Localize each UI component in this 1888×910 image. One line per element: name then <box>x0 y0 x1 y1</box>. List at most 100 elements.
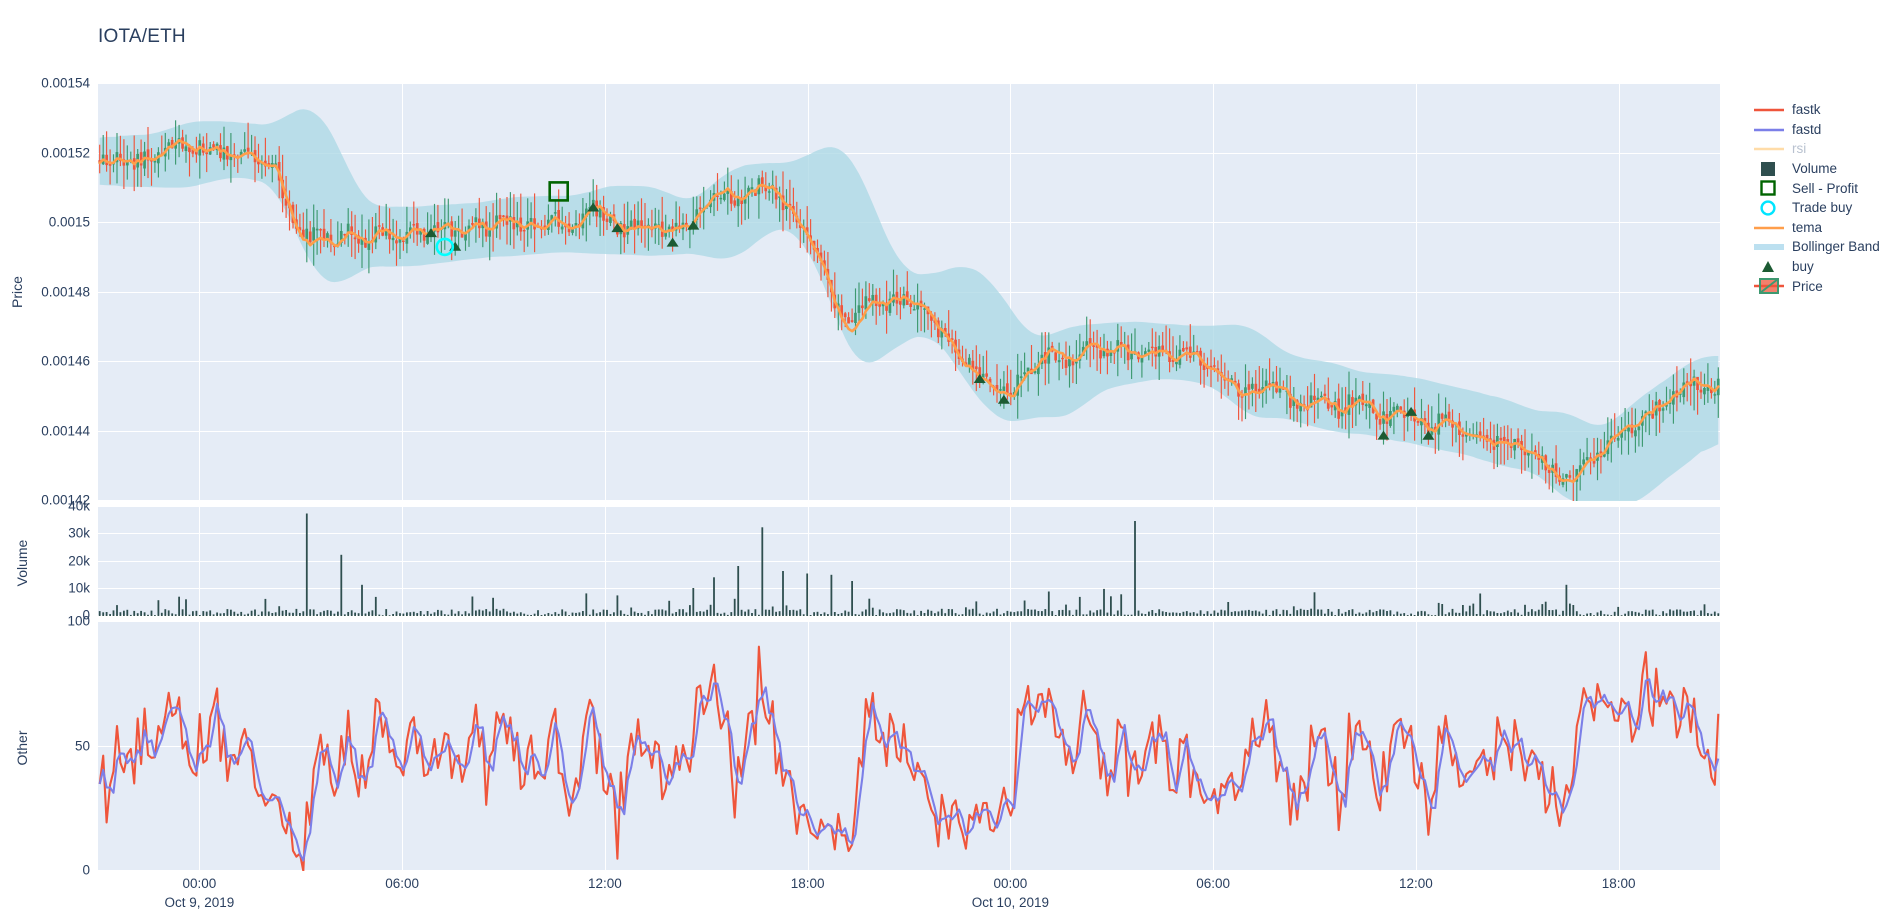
candle-body <box>1364 404 1368 407</box>
volume-bar <box>630 607 633 616</box>
buy-marker-series[interactable] <box>425 202 1435 440</box>
volume-bar <box>975 601 978 616</box>
other-y-axis: 100 50 0 <box>4 614 90 878</box>
volume-bar <box>171 613 174 616</box>
volume-bar <box>778 611 781 616</box>
volume-bar <box>1299 608 1302 616</box>
volume-bar <box>709 604 712 616</box>
buy-marker[interactable] <box>687 220 700 230</box>
price-y-tick: 0.00146 <box>41 353 90 369</box>
volume-bar <box>202 611 205 616</box>
volume-bar <box>1551 610 1554 616</box>
candle-body <box>488 230 492 237</box>
volume-bar <box>1324 613 1326 616</box>
volume-bar <box>1462 605 1464 616</box>
legend-item[interactable]: fastk <box>1752 100 1888 120</box>
volume-bar <box>1158 609 1161 616</box>
volume-bar <box>899 609 902 616</box>
legend-item[interactable]: Bollinger Band <box>1752 237 1888 257</box>
volume-bar <box>264 598 267 616</box>
volume-bar <box>965 607 967 616</box>
volume-bar <box>1137 610 1140 616</box>
legend-item[interactable]: Trade buy <box>1752 198 1888 218</box>
volume-bar <box>140 610 142 616</box>
volume-bar <box>713 577 715 616</box>
candle-body <box>1019 376 1023 379</box>
volume-bar <box>288 612 291 616</box>
volume-bar <box>371 610 374 616</box>
gridline-h <box>98 500 1720 501</box>
volume-subplot <box>98 506 1720 616</box>
buy-marker[interactable] <box>1377 430 1390 440</box>
candle-body <box>843 313 847 318</box>
buy-marker[interactable] <box>587 202 600 212</box>
volume-bar <box>309 609 312 616</box>
candle-body <box>864 296 868 310</box>
volume-bar <box>1579 614 1582 616</box>
legend-item[interactable]: fastd <box>1752 120 1888 140</box>
volume-bar <box>1047 591 1050 616</box>
volume-bar <box>996 608 998 616</box>
volume-bar <box>178 596 180 616</box>
volume-bar <box>1182 611 1185 616</box>
volume-bar <box>1682 611 1685 616</box>
sell-profit-marker[interactable] <box>548 181 570 202</box>
trade-buy-marker[interactable] <box>435 237 455 257</box>
volume-bar <box>1624 613 1626 616</box>
legend-item[interactable]: Volume <box>1752 159 1888 179</box>
buy-marker[interactable] <box>425 228 437 238</box>
volume-bar <box>478 609 481 616</box>
volume-bar <box>571 612 574 616</box>
buy-marker[interactable] <box>666 237 679 247</box>
volume-bar <box>147 614 149 616</box>
volume-bar <box>854 614 857 616</box>
volume-bar <box>1230 611 1233 616</box>
volume-bar <box>547 613 550 616</box>
volume-bar <box>858 614 860 616</box>
buy-marker[interactable] <box>973 374 986 383</box>
candle-body <box>326 233 329 239</box>
volume-bar <box>775 611 777 616</box>
buy-marker[interactable] <box>1405 406 1418 416</box>
price-y-tick: 0.00152 <box>41 145 90 160</box>
candle-body <box>736 198 740 207</box>
buy-marker[interactable] <box>1422 430 1435 440</box>
candle-body <box>860 305 864 309</box>
gridline-v <box>1416 506 1417 616</box>
volume-bar <box>216 612 218 616</box>
buy-marker[interactable] <box>997 394 1010 404</box>
price-y-tick: 0.00144 <box>41 423 90 438</box>
candle-body <box>874 294 878 307</box>
legend-item[interactable]: Price <box>1752 276 1888 296</box>
volume-bar <box>243 614 246 616</box>
volume-bar <box>274 612 277 616</box>
volume-bar <box>1486 610 1488 616</box>
candle-body <box>1313 395 1316 401</box>
volume-bar <box>1631 611 1633 616</box>
legend-item[interactable]: rsi <box>1752 139 1888 159</box>
chart-legend[interactable]: fastk fastd rsi Volume Sell - Profit Trade bu… <box>1752 100 1888 296</box>
candle-body <box>1254 383 1258 392</box>
candle-body <box>322 228 326 239</box>
volume-bar <box>181 609 184 616</box>
volume-bar <box>295 608 298 616</box>
volume-bar <box>1686 611 1689 616</box>
buy-marker[interactable] <box>611 223 624 233</box>
legend-item[interactable]: buy <box>1752 257 1888 277</box>
volume-bar <box>1116 610 1119 616</box>
volume-bar <box>1669 609 1671 616</box>
other-y-tick: 100 <box>67 613 90 629</box>
volume-bar <box>223 613 225 616</box>
volume-bar <box>1465 611 1468 616</box>
page-title: IOTA/ETH <box>98 26 186 47</box>
legend-item[interactable]: tema <box>1752 218 1888 238</box>
volume-bar <box>1603 614 1606 616</box>
candle-body <box>1309 395 1313 408</box>
price-axis-title: Price <box>9 276 25 308</box>
volume-bar <box>475 610 477 616</box>
candle-body <box>1054 352 1057 361</box>
volume-bar <box>423 614 425 616</box>
legend-item[interactable]: Sell - Profit <box>1752 178 1888 198</box>
volume-bar <box>1610 615 1613 616</box>
candle-body <box>1251 383 1254 389</box>
